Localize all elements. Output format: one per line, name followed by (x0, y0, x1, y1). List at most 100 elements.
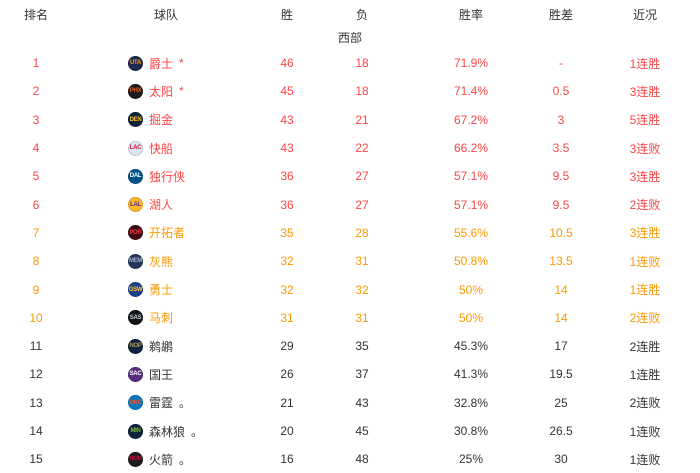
recent-cell: 3连胜 (629, 84, 661, 99)
table-row: 5 DAL 独行侠 36 27 57.1% 9.5 3连胜 (0, 162, 700, 190)
games-behind-cell: 9.5 (552, 169, 570, 184)
wins-cell: 43 (280, 141, 294, 156)
team-cell[interactable]: NOP 鹈鹕 (72, 338, 260, 355)
rank-cell: 12 (29, 367, 43, 382)
team-cell[interactable]: GSW 勇士 (72, 281, 260, 298)
rank-cell: 13 (29, 395, 43, 410)
conference-section-label: 西部 (337, 31, 362, 45)
table-row: 3 DEN 掘金 43 21 67.2% 3 5连胜 (0, 106, 700, 134)
team-name: 掘金 (149, 113, 174, 128)
table-row: 11 NOP 鹈鹕 29 35 45.3% 17 2连胜 (0, 332, 700, 360)
team-name: 太阳 (149, 84, 174, 99)
standings-rows: 1 UTA 爵士 * 46 18 71.9% - 1连胜 2 PHX 太阳 * … (0, 49, 700, 473)
losses-cell: 48 (355, 452, 369, 467)
team-name: 独行侠 (149, 169, 186, 184)
team-logo-icon: DAL (128, 168, 143, 184)
losses-cell: 21 (355, 112, 369, 127)
team-cell[interactable]: LAL 湖人 (72, 196, 260, 213)
win-pct-cell: 50% (458, 282, 484, 297)
team-cell[interactable]: LAC 快船 (72, 140, 260, 157)
team-logo-icon: NOP (128, 338, 143, 354)
wins-cell: 16 (280, 452, 294, 467)
team-name: 勇士 (149, 283, 174, 298)
team-logo-icon: POR (128, 225, 143, 241)
team-logo-icon: MIN (128, 423, 143, 439)
team-cell[interactable]: MEM 灰熊 (72, 253, 260, 270)
team-mark: 。 (191, 424, 204, 439)
rank-cell: 3 (32, 112, 40, 127)
recent-cell: 3连胜 (629, 169, 661, 184)
win-pct-cell: 55.6% (453, 225, 489, 240)
win-pct-cell: 71.4% (453, 84, 489, 99)
team-name: 国王 (149, 367, 174, 382)
recent-cell: 1连胜 (629, 283, 661, 298)
rank-cell: 7 (32, 225, 40, 240)
recent-cell: 2连胜 (629, 339, 661, 354)
recent-cell: 1连胜 (629, 56, 661, 71)
team-logo-icon: SAS (128, 310, 143, 326)
win-pct-cell: 71.9% (453, 56, 489, 71)
table-row: 1 UTA 爵士 * 46 18 71.9% - 1连胜 (0, 49, 700, 77)
games-behind-cell: 14 (554, 282, 568, 297)
wins-cell: 35 (280, 225, 294, 240)
games-behind-cell: 17 (554, 339, 568, 354)
team-name: 爵士 (149, 56, 174, 71)
team-name: 马刺 (149, 311, 174, 326)
table-row: 14 MIN 森林狼 。 20 45 30.8% 26.5 1连败 (0, 417, 700, 445)
team-cell[interactable]: UTA 爵士 * (72, 55, 260, 72)
losses-cell: 22 (355, 141, 369, 156)
team-cell[interactable]: MIN 森林狼 。 (72, 423, 260, 440)
column-header-team: 球队 (153, 7, 178, 22)
team-logo-icon: UTA (128, 55, 143, 71)
losses-cell: 45 (355, 424, 369, 438)
table-row: 10 SAS 马刺 31 31 50% 14 2连败 (0, 304, 700, 332)
rank-cell: 9 (32, 282, 40, 297)
team-logo-icon: PHX (128, 83, 143, 99)
column-header-recent: 近况 (632, 7, 657, 22)
rank-cell: 6 (32, 197, 40, 212)
team-logo-icon: MEM (128, 253, 143, 269)
games-behind-cell: 3.5 (552, 141, 570, 156)
team-name: 湖人 (149, 198, 174, 213)
team-logo-icon: SAC (128, 366, 143, 382)
games-behind-cell: 19.5 (549, 367, 573, 382)
team-cell[interactable]: SAC 国王 (72, 366, 260, 383)
table-row: 2 PHX 太阳 * 45 18 71.4% 0.5 3连胜 (0, 77, 700, 105)
win-pct-cell: 41.3% (453, 367, 489, 382)
team-cell[interactable]: OKC 雷霆 。 (72, 394, 260, 411)
column-header-win-pct: 胜率 (458, 7, 483, 22)
rank-cell: 1 (32, 56, 40, 71)
team-cell[interactable]: POR 开拓者 (72, 224, 260, 241)
recent-cell: 3连败 (629, 141, 661, 156)
team-cell[interactable]: SAS 马刺 (72, 309, 260, 326)
wins-cell: 45 (280, 84, 294, 99)
team-name: 雷霆 (149, 396, 174, 411)
games-behind-cell: 0.5 (552, 84, 570, 99)
team-cell[interactable]: DAL 独行侠 (72, 168, 260, 185)
table-row: 7 POR 开拓者 35 28 55.6% 10.5 3连胜 (0, 219, 700, 247)
recent-cell: 1连败 (629, 452, 661, 467)
team-cell[interactable]: HOU 火箭 。 (72, 451, 260, 468)
losses-cell: 28 (355, 225, 369, 240)
table-row: 13 OKC 雷霆 。 21 43 32.8% 25 2连败 (0, 389, 700, 417)
team-logo-icon: HOU (128, 451, 143, 467)
team-name: 开拓者 (149, 226, 186, 241)
team-name: 森林狼 (149, 424, 186, 439)
team-cell[interactable]: PHX 太阳 * (72, 83, 260, 100)
wins-cell: 21 (280, 395, 294, 410)
rank-cell: 4 (32, 141, 40, 156)
recent-cell: 1连败 (629, 424, 661, 439)
games-behind-cell: - (559, 56, 563, 71)
recent-cell: 2连败 (629, 396, 661, 411)
column-header-games-behind: 胜差 (548, 7, 573, 22)
team-cell[interactable]: DEN 掘金 (72, 111, 260, 128)
rank-cell: 2 (32, 84, 40, 99)
wins-cell: 31 (280, 310, 294, 325)
losses-cell: 37 (355, 367, 369, 382)
team-name: 鹈鹕 (149, 339, 174, 354)
wins-cell: 36 (280, 169, 294, 184)
recent-cell: 5连胜 (629, 113, 661, 128)
team-mark: * (179, 56, 184, 71)
wins-cell: 46 (280, 56, 294, 71)
